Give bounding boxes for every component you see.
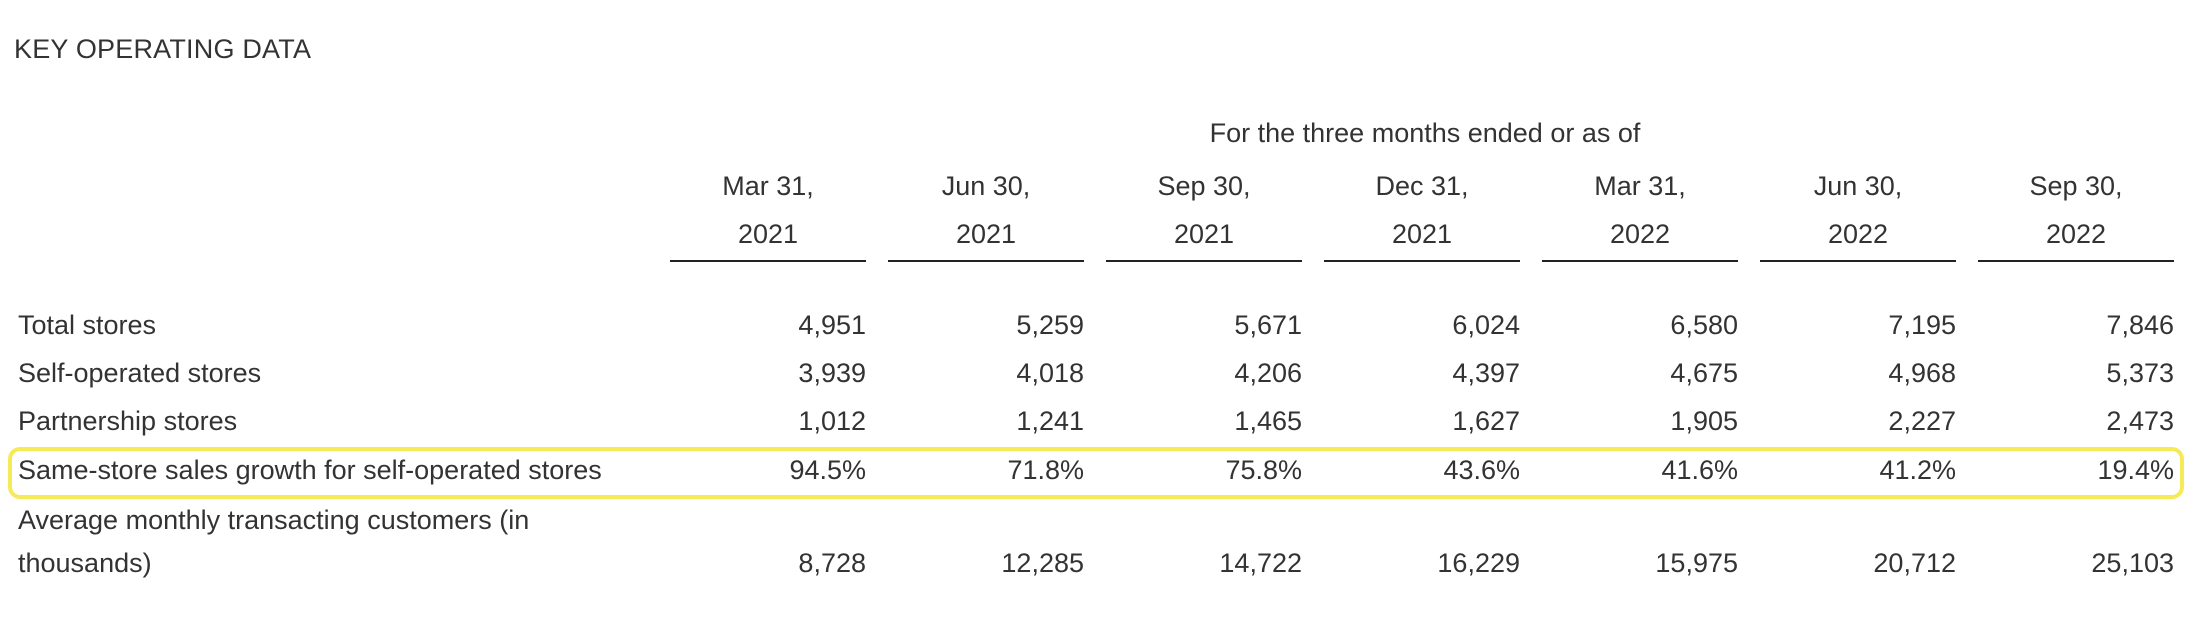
- table-cell: 1,241: [1016, 406, 1084, 436]
- table-cell: 4,675: [1670, 358, 1738, 388]
- row-label: Total stores: [18, 310, 157, 340]
- column-header-dec-2021: Dec 31, 2021: [1324, 162, 1520, 262]
- table-cell: 4,397: [1452, 358, 1520, 388]
- table-cell: 2,473: [2106, 406, 2174, 436]
- column-header-mar-2022: Mar 31, 2022: [1542, 162, 1738, 262]
- column-header-date: Mar 31,: [1594, 171, 1686, 201]
- row-label: Same-store sales growth for self-operate…: [18, 455, 602, 485]
- table-cell: 16,229: [1437, 548, 1520, 578]
- column-header-year: 2022: [2045, 219, 2107, 249]
- column-header-rule: [1324, 260, 1520, 262]
- table-cell: 94.5%: [789, 455, 866, 485]
- table-cell: 4,018: [1016, 358, 1084, 388]
- table-cell: 4,951: [798, 310, 866, 340]
- column-header-year: 2021: [1173, 219, 1235, 249]
- table-cell: 5,259: [1016, 310, 1084, 340]
- column-header-rule: [888, 260, 1084, 262]
- table-cell: 6,024: [1452, 310, 1520, 340]
- table-cell: 14,722: [1219, 548, 1302, 578]
- column-header-rule: [1106, 260, 1302, 262]
- table-cell: 43.6%: [1443, 455, 1520, 485]
- row-label: Self-operated stores: [18, 358, 262, 388]
- table-cell: 1,012: [798, 406, 866, 436]
- table-cell: 2,227: [1888, 406, 1956, 436]
- table-cell: 71.8%: [1007, 455, 1084, 485]
- table-cell: 5,373: [2106, 358, 2174, 388]
- row-label-line2: thousands): [18, 548, 152, 578]
- row-label-line1: Average monthly transacting customers (i…: [18, 505, 530, 535]
- table-cell: 8,728: [798, 548, 866, 578]
- table-cell: 3,939: [798, 358, 866, 388]
- column-header-year: 2021: [955, 219, 1017, 249]
- column-header-rule: [1542, 260, 1738, 262]
- column-header-date: Jun 30,: [1813, 171, 1903, 201]
- table-cell: 7,195: [1888, 310, 1956, 340]
- table-cell: 15,975: [1655, 548, 1738, 578]
- table-cell: 12,285: [1001, 548, 1084, 578]
- table-cell: 1,905: [1670, 406, 1738, 436]
- column-header-year: 2021: [1391, 219, 1453, 249]
- column-header-jun-2022: Jun 30, 2022: [1760, 162, 1956, 262]
- column-header-date: Sep 30,: [1157, 171, 1251, 201]
- column-header-jun-2021: Jun 30, 2021: [888, 162, 1084, 262]
- table-cell: 6,580: [1670, 310, 1738, 340]
- table-cell: 1,465: [1234, 406, 1302, 436]
- column-header-rule: [1978, 260, 2174, 262]
- table-cell: 25,103: [2091, 548, 2174, 578]
- highlight-box: [8, 447, 2184, 499]
- column-header-date: Jun 30,: [941, 171, 1031, 201]
- column-header-rule: [1760, 260, 1956, 262]
- table-cell: 75.8%: [1225, 455, 1302, 485]
- table-cell: 41.6%: [1661, 455, 1738, 485]
- column-header-year: 2021: [737, 219, 799, 249]
- table-cell: 7,846: [2106, 310, 2174, 340]
- column-header-date: Mar 31,: [722, 171, 814, 201]
- column-header-rule: [670, 260, 866, 262]
- column-header-date: Sep 30,: [2029, 171, 2123, 201]
- column-header-mar-2021: Mar 31, 2021: [670, 162, 866, 262]
- period-caption: For the three months ended or as of: [1209, 118, 1641, 148]
- table-cell: 1,627: [1452, 406, 1520, 436]
- table-cell: 4,206: [1234, 358, 1302, 388]
- column-header-sep-2021: Sep 30, 2021: [1106, 162, 1302, 262]
- column-header-year: 2022: [1827, 219, 1889, 249]
- table-cell: 20,712: [1873, 548, 1956, 578]
- table-cell: 5,671: [1234, 310, 1302, 340]
- table-cell: 19.4%: [2097, 455, 2174, 485]
- table-cell: 41.2%: [1879, 455, 1956, 485]
- column-header-year: 2022: [1609, 219, 1671, 249]
- column-header-sep-2022: Sep 30, 2022: [1978, 162, 2174, 262]
- table-cell: 4,968: [1888, 358, 1956, 388]
- column-header-date: Dec 31,: [1375, 171, 1469, 201]
- section-title: KEY OPERATING DATA: [14, 34, 312, 64]
- row-label: Partnership stores: [18, 406, 238, 436]
